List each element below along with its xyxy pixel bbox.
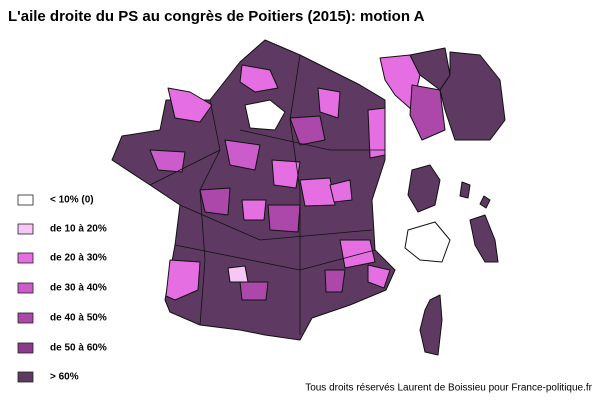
region <box>165 259 201 301</box>
map <box>111 39 506 356</box>
region <box>267 204 301 233</box>
borders <box>149 54 385 335</box>
legend-swatch <box>17 194 34 206</box>
region <box>167 87 213 123</box>
region <box>227 265 249 283</box>
region <box>199 187 231 216</box>
legend-label: de 20 à 30% <box>50 253 107 264</box>
region <box>324 269 346 293</box>
mayotte <box>479 195 491 209</box>
guyane <box>469 214 499 263</box>
region <box>367 107 386 159</box>
legend-label: de 50 à 60% <box>50 343 107 354</box>
region <box>329 179 353 203</box>
legend-label: > 60% <box>50 372 79 383</box>
legend-label: de 40 à 50% <box>50 313 107 324</box>
region <box>239 64 279 93</box>
reunion <box>404 221 451 263</box>
region <box>149 149 186 173</box>
region <box>241 199 267 221</box>
title: L'aile droite du PS au congrès de Poitie… <box>8 8 425 25</box>
legend-swatch <box>17 371 34 383</box>
region <box>299 177 336 207</box>
region <box>317 87 341 119</box>
martinique <box>459 181 471 199</box>
corse <box>419 294 443 356</box>
legend-label: de 30 à 40% <box>50 283 107 294</box>
legend: < 10% (0) de 10 à 20% de 20 à 30% de 30 à 4… <box>17 194 107 383</box>
paris-area <box>244 99 286 131</box>
idf-inset <box>439 51 506 141</box>
legend-swatch <box>17 282 34 294</box>
idf-inset <box>409 84 446 141</box>
legend-swatch <box>17 252 34 264</box>
legend-swatch <box>17 342 34 354</box>
region <box>271 159 301 189</box>
region <box>367 264 391 289</box>
guadeloupe <box>407 164 441 213</box>
credit: Tous droits réservés Laurent de Boissieu… <box>305 383 592 394</box>
region <box>224 139 261 171</box>
legend-label: < 10% (0) <box>50 195 94 206</box>
legend-swatch <box>17 223 34 235</box>
legend-swatch <box>17 312 34 324</box>
region <box>239 281 269 301</box>
region <box>289 115 326 146</box>
legend-label: de 10 à 20% <box>50 224 107 235</box>
